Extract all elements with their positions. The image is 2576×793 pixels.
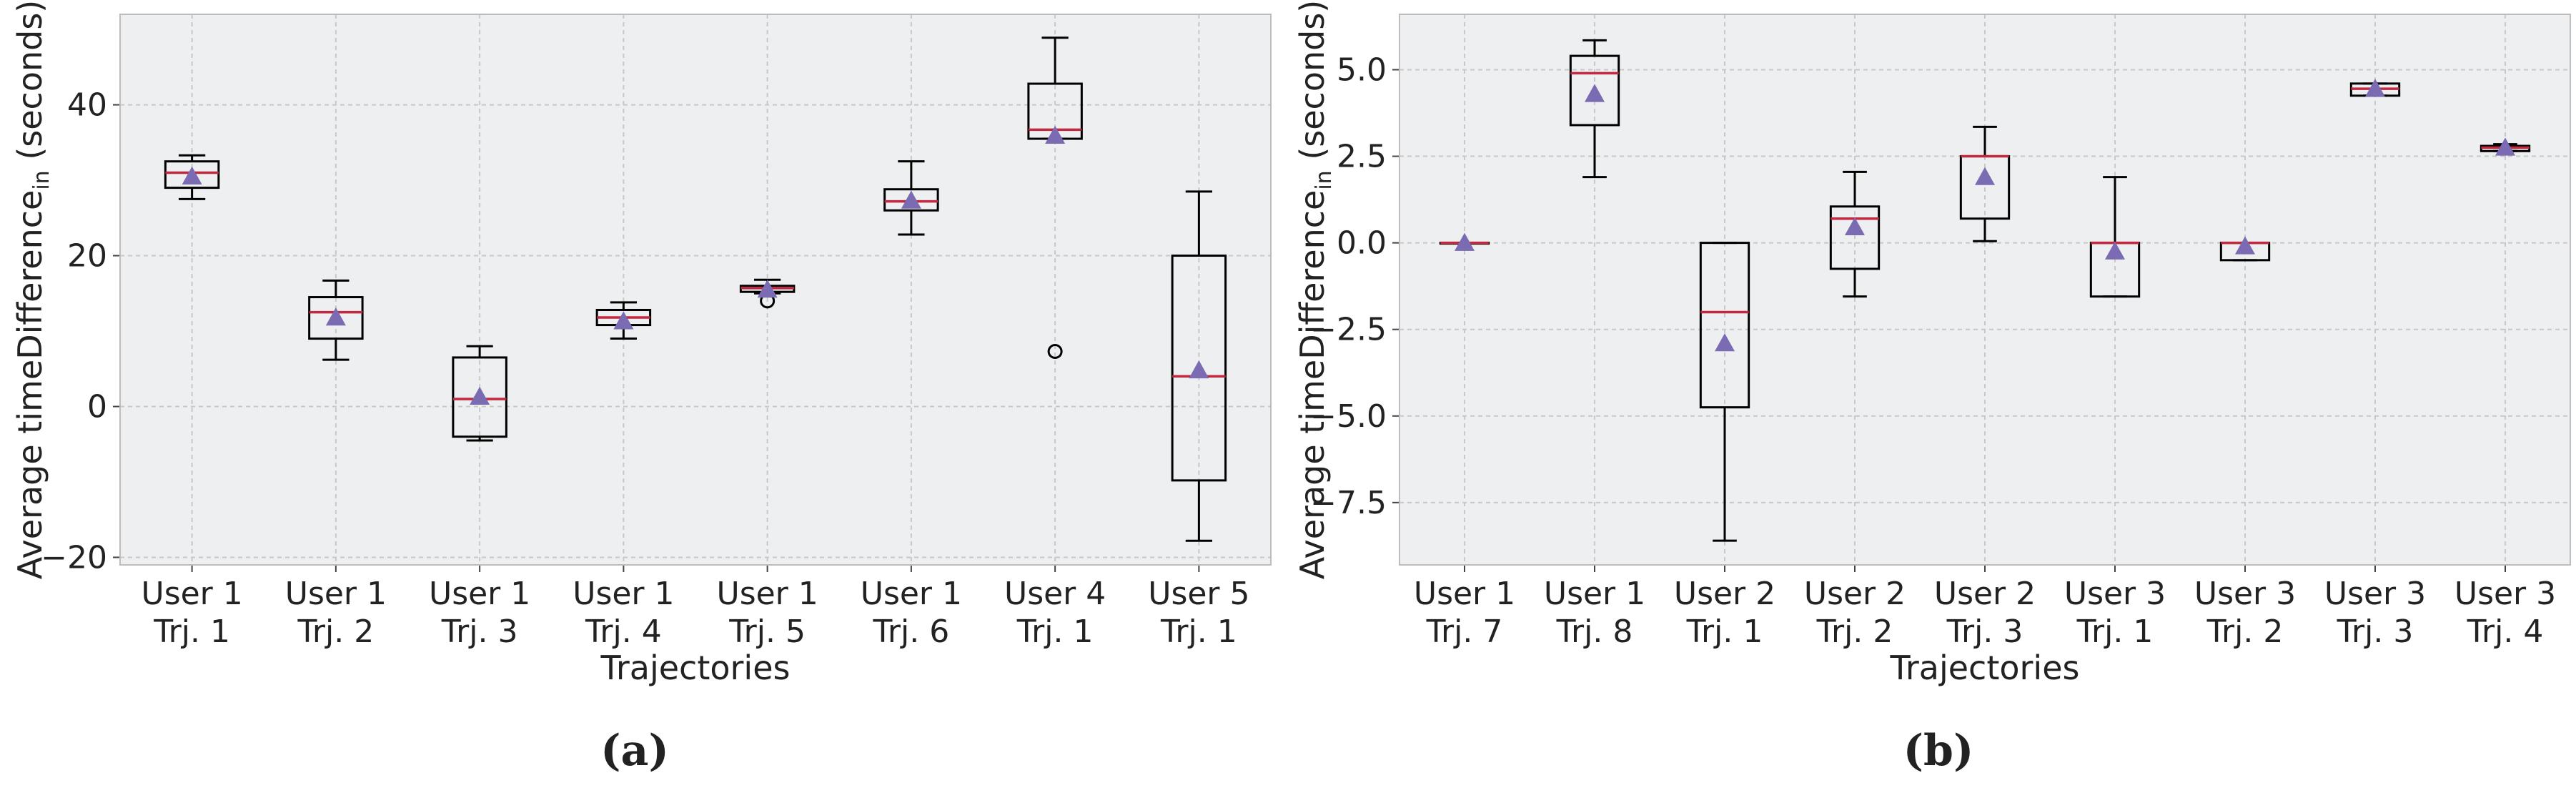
mean-marker — [1189, 360, 1209, 379]
box-iqr — [452, 356, 507, 438]
y-tick-label: 5.0 — [1337, 51, 1387, 88]
x-tick-label-user: User 3 — [2454, 576, 2556, 612]
x-tick-label-user: User 1 — [141, 576, 242, 612]
box-iqr — [164, 160, 220, 189]
panel-label-a: (a) — [600, 726, 669, 776]
x-tick-label-trajectory: Trj. 4 — [2467, 614, 2544, 650]
x-tick-label-trajectory: Trj. 2 — [2206, 614, 2284, 650]
mean-marker — [1975, 167, 1995, 185]
box-iqr — [308, 296, 364, 340]
plot-area — [120, 14, 1271, 565]
mean-marker — [470, 386, 490, 405]
mean-marker — [1715, 333, 1735, 352]
box-iqr — [1171, 255, 1227, 482]
mean-marker — [2105, 241, 2125, 260]
x-tick-label-user: User 3 — [2194, 576, 2296, 612]
box-iqr — [1699, 242, 1750, 409]
outlier-point — [1047, 343, 1063, 359]
box-iqr — [883, 188, 939, 212]
x-tick-label-trajectory: Trj. 6 — [873, 614, 950, 650]
y-axis-label: Average timeDifferencein (seconds) — [1293, 0, 1337, 579]
x-tick-label-trajectory: Trj. 4 — [585, 614, 662, 650]
x-tick-label-trajectory: Trj. 1 — [153, 614, 230, 650]
y-tick-label: −2.5 — [1310, 312, 1387, 348]
x-tick-label-trajectory: Trj. 2 — [1816, 614, 1893, 650]
mean-marker — [1585, 84, 1605, 102]
x-tick-label-user: User 3 — [2064, 576, 2166, 612]
x-tick-label-trajectory: Trj. 3 — [2337, 614, 2414, 650]
x-tick-label-user: User 5 — [1148, 576, 1249, 612]
x-tick-label-user: User 1 — [429, 576, 530, 612]
box-iqr — [1829, 205, 1881, 270]
x-tick-label-user: User 1 — [1544, 576, 1645, 612]
mean-marker — [182, 166, 202, 184]
x-tick-label-user: User 4 — [1004, 576, 1106, 612]
x-tick-label-trajectory: Trj. 5 — [728, 614, 806, 650]
y-tick-label: 0 — [87, 388, 107, 425]
x-tick-label-trajectory: Trj. 1 — [1160, 614, 1237, 650]
axes-frame — [1399, 14, 2571, 566]
x-tick-label-trajectory: Trj. 8 — [1556, 614, 1633, 650]
y-tick-label: 20 — [67, 238, 107, 275]
mean-marker — [325, 307, 346, 326]
x-tick-label-user: User 2 — [1674, 576, 1775, 612]
x-tick-label-trajectory: Trj. 1 — [2076, 614, 2154, 650]
x-tick-label-trajectory: Trj. 1 — [1016, 614, 1094, 650]
x-tick-label-user: User 1 — [861, 576, 962, 612]
y-tick-label: 40 — [67, 87, 107, 124]
x-tick-label-trajectory: Trj. 7 — [1426, 614, 1503, 650]
mean-marker — [901, 190, 921, 209]
mean-marker — [1455, 232, 1475, 251]
x-tick-label-trajectory: Trj. 1 — [1686, 614, 1763, 650]
y-tick-label: −7.5 — [1310, 485, 1387, 521]
mean-marker — [1845, 217, 1865, 236]
mean-marker — [2235, 236, 2255, 255]
x-tick-label-trajectory: Trj. 3 — [441, 614, 518, 650]
x-tick-label-user: User 2 — [1934, 576, 2036, 612]
axes-frame — [119, 14, 1272, 566]
mean-marker — [613, 311, 634, 330]
y-tick-label: 0.0 — [1337, 225, 1387, 262]
panel-label-b: (b) — [1903, 726, 1974, 776]
y-tick-label: −20 — [41, 539, 107, 576]
mean-marker — [2365, 79, 2385, 97]
x-tick-label-user: User 1 — [573, 576, 674, 612]
x-tick-label-user: User 2 — [1804, 576, 1906, 612]
mean-marker — [2495, 137, 2515, 156]
y-axis-label: Average timeDifferencein (seconds) — [11, 0, 54, 579]
x-axis-label: Trajectories — [600, 649, 791, 687]
mean-marker — [757, 280, 778, 298]
x-tick-label-trajectory: Trj. 3 — [1946, 614, 2023, 650]
x-tick-label-user: User 1 — [285, 576, 387, 612]
y-tick-label: −5.0 — [1310, 398, 1387, 435]
y-tick-label: 2.5 — [1337, 139, 1387, 175]
x-tick-label-user: User 1 — [716, 576, 818, 612]
x-tick-label-user: User 1 — [1414, 576, 1515, 612]
box-iqr — [1569, 54, 1620, 127]
x-tick-label-trajectory: Trj. 2 — [297, 614, 375, 650]
mean-marker — [1045, 125, 1066, 144]
x-tick-label-user: User 3 — [2324, 576, 2426, 612]
x-axis-label: Trajectories — [1890, 649, 2080, 687]
